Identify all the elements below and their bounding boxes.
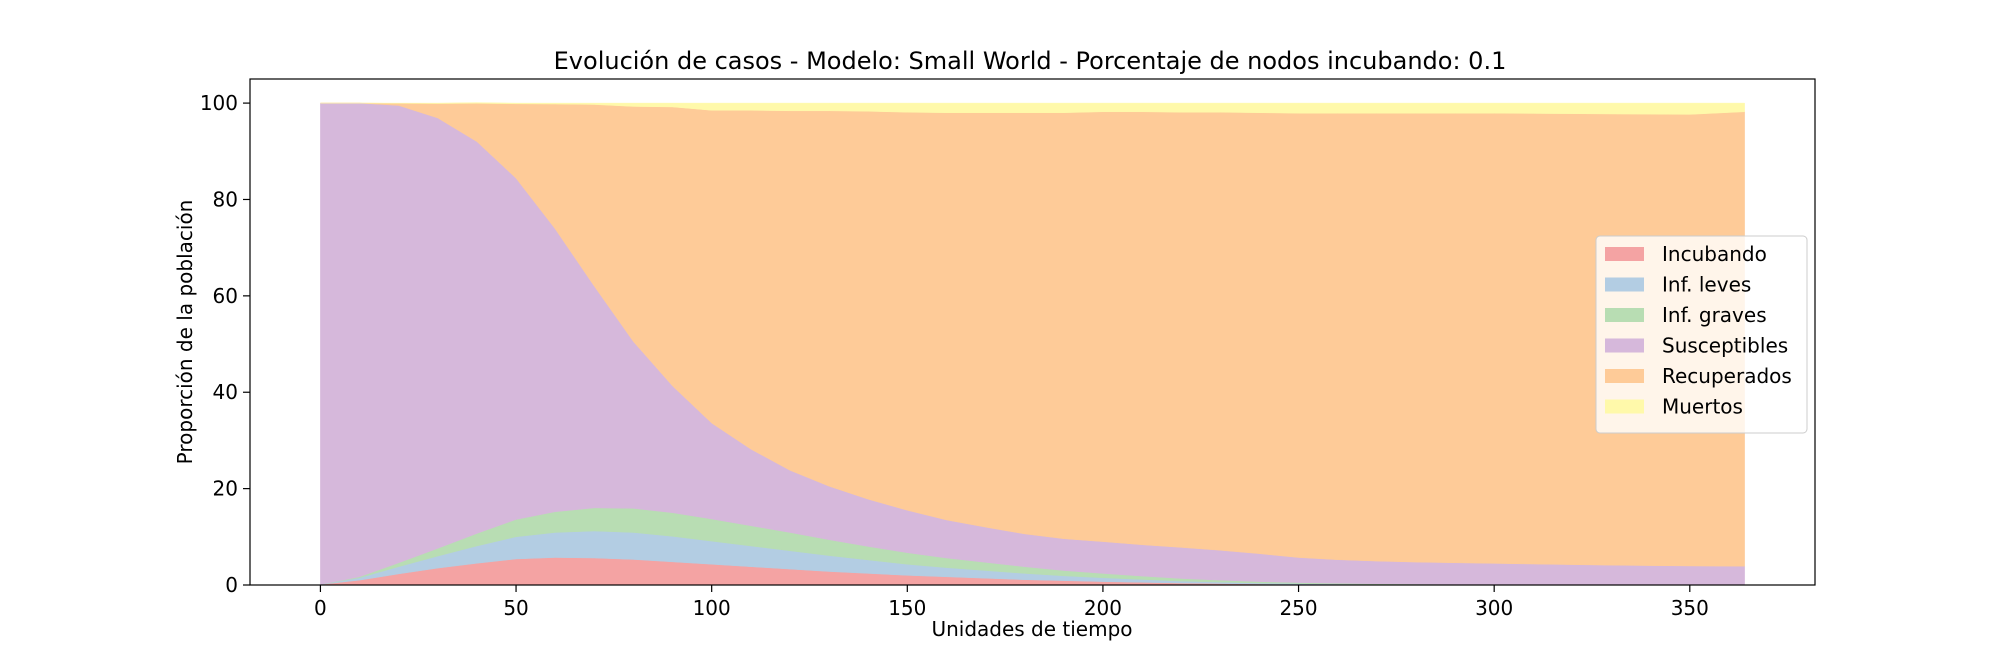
- areas-layer: [320, 102, 1745, 586]
- x-tick-label: 350: [1671, 596, 1709, 620]
- chart-title: Evolución de casos - Modelo: Small World…: [554, 47, 1507, 75]
- x-tick-label: 100: [693, 596, 731, 620]
- y-tick-label: 80: [213, 187, 238, 211]
- y-tick-label: 60: [213, 284, 238, 308]
- y-axis-ticks: 0 20 40 60 80 100: [200, 91, 250, 597]
- legend: Incubando Inf. leves Inf. graves Susceptibl…: [1595, 235, 1808, 434]
- x-tick-label: 300: [1475, 596, 1513, 620]
- legend-swatch-recuperados: [1605, 369, 1644, 383]
- y-tick-label: 40: [213, 380, 238, 404]
- y-axis-label: Proporción de la población: [173, 200, 197, 465]
- legend-swatch-incubando: [1605, 247, 1644, 261]
- x-tick-label: 250: [1279, 596, 1317, 620]
- x-axis-ticks: 0 50 100 150 200 250 300 350: [314, 585, 1709, 620]
- legend-box: [1595, 235, 1808, 434]
- legend-swatch-muertos: [1605, 399, 1644, 414]
- legend-label-muertos: Muertos: [1662, 395, 1743, 419]
- y-tick-label: 0: [225, 573, 238, 597]
- legend-swatch-susceptibles: [1605, 338, 1644, 353]
- legend-swatch-inf-leves: [1605, 277, 1644, 292]
- legend-swatch-inf-graves: [1605, 308, 1644, 322]
- y-tick-label: 20: [213, 477, 238, 501]
- legend-label-incubando: Incubando: [1662, 242, 1767, 266]
- area-muertos: [320, 102, 1745, 115]
- legend-label-inf-leves: Inf. leves: [1662, 273, 1751, 297]
- legend-label-recuperados: Recuperados: [1662, 364, 1792, 388]
- x-axis-label: Unidades de tiempo: [931, 617, 1132, 641]
- x-tick-label: 50: [503, 596, 528, 620]
- legend-label-susceptibles: Susceptibles: [1662, 334, 1788, 358]
- plot-frame: [249, 78, 1816, 586]
- legend-label-inf-graves: Inf. graves: [1662, 303, 1767, 327]
- y-tick-label: 100: [200, 91, 238, 115]
- x-tick-label: 0: [314, 596, 327, 620]
- x-tick-label: 200: [1084, 596, 1122, 620]
- x-tick-label: 150: [888, 596, 926, 620]
